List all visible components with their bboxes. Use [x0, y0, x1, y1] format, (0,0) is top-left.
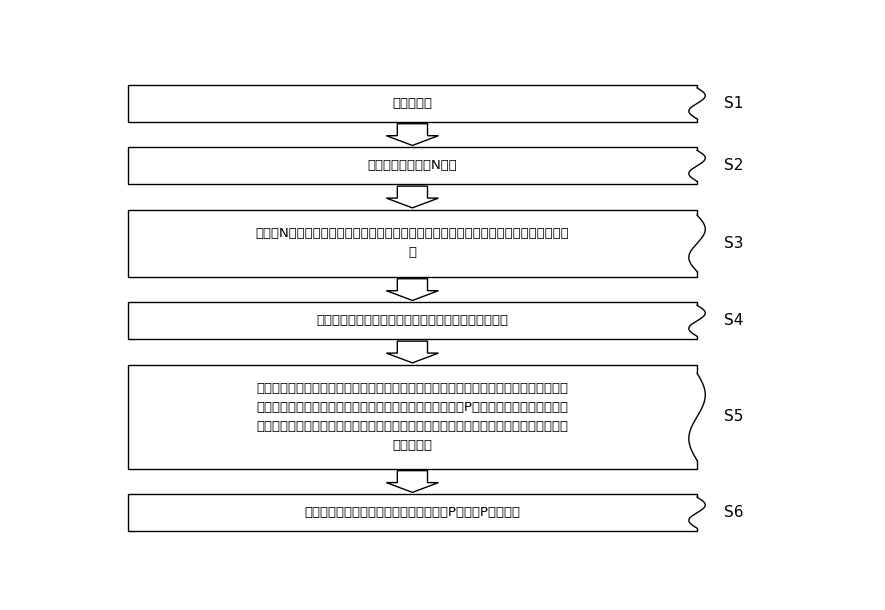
Text: 于所述衬底上生长N型层: 于所述衬底上生长N型层 [367, 159, 458, 172]
Bar [127, 148, 697, 184]
Polygon shape [387, 124, 438, 145]
Text: S5: S5 [725, 409, 744, 424]
Polygon shape [387, 471, 438, 492]
Text: 所述多量子阱结构层生长结构后，继续生长最终势垒层: 所述多量子阱结构层生长结构后，继续生长最终势垒层 [317, 314, 508, 328]
Text: 于最终势垒层上生长第一盖层和第二盖层，所述第一盖层为未掺杂层，其生长温度介于所
述势阱层与所述势垒层的生长温度，所述第二盖层为高浓度P型掺杂层，其生长温度低于
: 于最终势垒层上生长第一盖层和第二盖层，所述第一盖层为未掺杂层，其生长温度介于所 … [257, 382, 568, 452]
Text: 于所述N型层上生长多量子阱结构层，所述多量子阱结构层包括交替层叠的势垒层和势阱
层: 于所述N型层上生长多量子阱结构层，所述多量子阱结构层包括交替层叠的势垒层和势阱 … [256, 228, 569, 259]
Bar [127, 210, 697, 277]
Text: S2: S2 [725, 159, 744, 173]
Text: S1: S1 [725, 96, 744, 111]
Text: S3: S3 [725, 236, 744, 251]
Bar [127, 365, 697, 468]
Text: S4: S4 [725, 314, 744, 328]
Text: S6: S6 [725, 505, 744, 520]
Bar [127, 494, 697, 531]
Polygon shape [387, 279, 438, 301]
Text: 于所述第二盖层上继续生长电子阻挡层、P型层和P型接触层: 于所述第二盖层上继续生长电子阻挡层、P型层和P型接触层 [304, 506, 520, 519]
Polygon shape [387, 186, 438, 208]
Polygon shape [387, 341, 438, 363]
Text: 提供一衬底: 提供一衬底 [392, 97, 433, 110]
Bar [127, 303, 697, 339]
Bar [127, 85, 697, 122]
